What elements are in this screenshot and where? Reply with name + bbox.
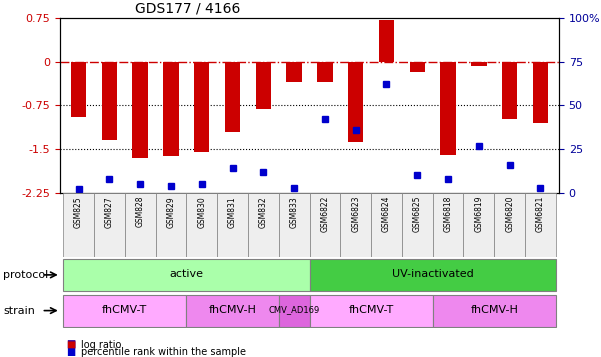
FancyBboxPatch shape [63,295,186,327]
FancyBboxPatch shape [217,193,248,257]
FancyBboxPatch shape [125,193,156,257]
Text: GSM6825: GSM6825 [413,196,422,232]
Bar [348,61,364,142]
Text: protocol: protocol [3,270,48,280]
Bar [410,61,425,72]
Text: GSM6818: GSM6818 [444,196,453,232]
Bar [225,61,240,131]
Text: UV-inactivated: UV-inactivated [392,269,474,279]
Text: ■: ■ [66,347,75,357]
FancyBboxPatch shape [279,295,310,327]
Bar [441,61,456,155]
FancyBboxPatch shape [340,193,371,257]
Text: fhCMV-T: fhCMV-T [349,305,394,315]
Text: GSM6824: GSM6824 [382,196,391,232]
Bar [532,61,548,123]
Text: percentile rank within the sample: percentile rank within the sample [81,347,246,357]
Text: CMV_AD169: CMV_AD169 [269,305,320,315]
Text: GSM831: GSM831 [228,196,237,228]
Text: fhCMV-T: fhCMV-T [102,305,147,315]
FancyBboxPatch shape [156,193,186,257]
Bar [287,61,302,82]
FancyBboxPatch shape [63,259,310,291]
FancyBboxPatch shape [63,193,94,257]
Bar [255,61,271,109]
Text: GSM6819: GSM6819 [474,196,483,232]
Bar [71,61,87,117]
FancyBboxPatch shape [186,295,279,327]
Text: log ratio: log ratio [81,340,121,350]
Text: GSM825: GSM825 [74,196,83,228]
FancyBboxPatch shape [310,193,340,257]
FancyBboxPatch shape [186,193,217,257]
FancyBboxPatch shape [279,193,310,257]
Text: GSM833: GSM833 [290,196,299,228]
FancyBboxPatch shape [433,295,556,327]
Text: ■: ■ [66,340,75,350]
Text: fhCMV-H: fhCMV-H [209,305,257,315]
FancyBboxPatch shape [248,193,279,257]
FancyBboxPatch shape [433,193,463,257]
Text: fhCMV-H: fhCMV-H [471,305,518,315]
FancyBboxPatch shape [94,193,125,257]
FancyBboxPatch shape [463,193,494,257]
FancyBboxPatch shape [494,193,525,257]
Bar [163,61,178,156]
Bar [379,20,394,61]
FancyBboxPatch shape [525,193,556,257]
Bar [317,61,332,82]
Text: GSM6822: GSM6822 [320,196,329,232]
Text: GSM6821: GSM6821 [536,196,545,232]
FancyBboxPatch shape [310,259,556,291]
Text: GSM832: GSM832 [259,196,268,228]
Text: GSM6820: GSM6820 [505,196,514,232]
Bar [194,61,209,152]
Text: active: active [169,269,203,279]
Text: GSM827: GSM827 [105,196,114,228]
FancyBboxPatch shape [371,193,402,257]
Bar [471,61,487,66]
Text: GDS177 / 4166: GDS177 / 4166 [135,1,240,15]
Text: ■: ■ [66,339,75,349]
Text: GSM830: GSM830 [197,196,206,228]
Text: strain: strain [3,306,35,316]
Text: GSM829: GSM829 [166,196,175,228]
Text: ■: ■ [66,339,75,349]
Text: GSM828: GSM828 [136,196,145,227]
Bar [102,61,117,140]
Bar [132,61,148,158]
FancyBboxPatch shape [402,193,433,257]
FancyBboxPatch shape [310,295,433,327]
Text: GSM6823: GSM6823 [351,196,360,232]
Bar [502,61,517,119]
